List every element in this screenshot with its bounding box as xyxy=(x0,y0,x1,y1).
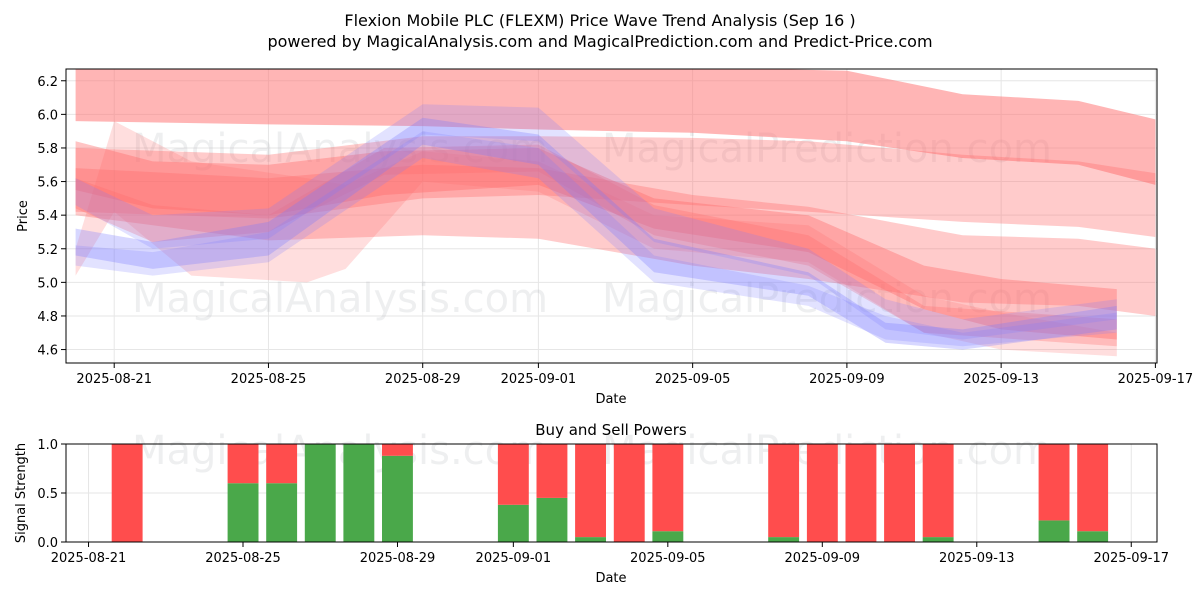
price-x-ticks: 2025-08-21 2025-08-25 2025-08-29 2025-09-01… xyxy=(76,363,1193,387)
watermark-analysis-top: MagicalAnalysis.com xyxy=(132,126,548,172)
signal-x-tick-label: 2025-08-21 xyxy=(51,551,127,566)
buy-bar-2025-09-02 xyxy=(536,497,568,542)
price-x-tick-label: 2025-08-21 xyxy=(76,372,152,387)
signal-panel: Buy and Sell Powers MagicalAnalysis.com … xyxy=(14,421,1169,586)
red-wave-band-5 xyxy=(75,144,1117,347)
sell-bar-2025-09-12 xyxy=(922,444,954,538)
buy-bar-2025-09-01 xyxy=(497,504,529,542)
sell-bar-2025-09-09 xyxy=(806,444,838,542)
sell-bar-2025-09-03 xyxy=(575,444,606,538)
signal-y-tick-label: 1.0 xyxy=(37,438,58,453)
buy-bar-2025-09-15 xyxy=(1038,520,1070,542)
sell-bar-2025-09-16 xyxy=(1077,444,1109,532)
signal-x-tick-label: 2025-09-09 xyxy=(785,551,861,566)
buy-bar-2025-09-05 xyxy=(652,531,684,542)
price-watermarks: MagicalAnalysis.com MagicalPrediction.co… xyxy=(132,126,1052,322)
price-x-axis-label: Date xyxy=(595,392,626,407)
sell-bar-2025-09-04 xyxy=(613,444,645,542)
price-y-tick-label: 5.6 xyxy=(37,176,58,191)
price-x-tick-label: 2025-09-05 xyxy=(655,372,731,387)
buy-bar-2025-09-16 xyxy=(1077,531,1109,542)
price-axes-frame xyxy=(65,68,1158,364)
sell-bar-2025-08-26 xyxy=(266,444,298,484)
buy-bar-2025-08-29 xyxy=(382,455,413,542)
chart-subtitle: powered by MagicalAnalysis.com and Magic… xyxy=(267,32,932,51)
buy-bar-2025-08-26 xyxy=(266,483,298,542)
price-y-tick-label: 5.2 xyxy=(37,243,58,258)
red-wave-band-0 xyxy=(75,69,1156,185)
signal-title: Buy and Sell Powers xyxy=(535,421,687,439)
sell-bar-2025-08-22 xyxy=(111,444,143,542)
price-y-tick-label: 4.6 xyxy=(37,344,58,359)
signal-x-ticks: 2025-08-21 2025-08-25 2025-08-29 2025-09-01… xyxy=(51,542,1169,566)
red-wave-band-3 xyxy=(75,141,1117,340)
buy-bar-2025-09-12 xyxy=(922,537,954,542)
price-y-tick-label: 6.0 xyxy=(37,108,58,123)
signal-bars xyxy=(111,444,1109,542)
price-y-tick-label: 4.8 xyxy=(37,310,58,325)
buy-bar-2025-08-25 xyxy=(227,483,259,542)
signal-y-tick-label: 0.5 xyxy=(37,487,58,502)
price-x-tick-label: 2025-09-13 xyxy=(963,372,1039,387)
buy-bar-2025-09-03 xyxy=(575,537,606,542)
watermark-analysis-mid: MagicalAnalysis.com xyxy=(132,276,548,322)
signal-y-tick-label: 0.0 xyxy=(37,536,58,551)
price-x-tick-label: 2025-09-17 xyxy=(1118,372,1194,387)
sell-bar-2025-09-02 xyxy=(536,444,568,498)
blue-wave-band-7 xyxy=(75,104,1117,340)
signal-x-tick-label: 2025-09-05 xyxy=(630,551,706,566)
price-x-tick-label: 2025-08-29 xyxy=(385,372,461,387)
sell-bar-2025-09-11 xyxy=(884,444,915,542)
buy-bar-2025-09-08 xyxy=(768,537,800,542)
signal-x-tick-label: 2025-09-17 xyxy=(1093,551,1169,566)
sell-bar-2025-09-01 xyxy=(497,444,529,505)
red-wave-band-2 xyxy=(75,164,1156,316)
buy-bar-2025-08-28 xyxy=(343,444,375,542)
signal-y-ticks: 0.0 0.5 1.0 xyxy=(37,438,66,551)
chart-title: Flexion Mobile PLC (FLEXM) Price Wave Tr… xyxy=(344,11,855,30)
red-wave-band-1 xyxy=(75,136,1156,237)
price-y-tick-label: 5.4 xyxy=(37,209,58,224)
signal-x-axis-label: Date xyxy=(595,571,626,586)
sell-bar-2025-08-29 xyxy=(382,444,413,456)
signal-x-tick-label: 2025-09-01 xyxy=(476,551,552,566)
sell-bar-2025-08-25 xyxy=(227,444,259,484)
price-y-axis-label: Price xyxy=(16,200,31,232)
price-y-tick-label: 6.2 xyxy=(37,75,58,90)
price-y-ticks: 4.6 4.8 5.0 5.2 5.4 5.6 5.8 6.0 6.2 xyxy=(37,75,66,359)
price-y-tick-label: 5.0 xyxy=(37,276,58,291)
price-panel: MagicalAnalysis.com MagicalPrediction.co… xyxy=(16,68,1193,407)
price-y-tick-label: 5.8 xyxy=(37,142,58,157)
red-wave-band-4 xyxy=(75,121,1117,357)
sell-bar-2025-09-10 xyxy=(845,444,877,542)
signal-y-axis-label: Signal Strength xyxy=(14,443,29,543)
watermark-prediction-mid: MagicalPrediction.com xyxy=(602,276,1052,322)
price-x-tick-label: 2025-09-01 xyxy=(501,372,577,387)
sell-bar-2025-09-05 xyxy=(652,444,684,532)
price-x-tick-label: 2025-08-25 xyxy=(231,372,307,387)
signal-x-tick-label: 2025-08-25 xyxy=(205,551,281,566)
blue-wave-band-6 xyxy=(75,117,1117,350)
price-bands xyxy=(75,69,1156,357)
signal-x-tick-label: 2025-09-13 xyxy=(939,551,1015,566)
buy-bar-2025-08-27 xyxy=(304,444,336,542)
sell-bar-2025-09-08 xyxy=(768,444,800,538)
price-x-tick-label: 2025-09-09 xyxy=(809,372,885,387)
watermark-analysis-bottom: MagicalAnalysis.com xyxy=(132,428,548,474)
signal-x-tick-label: 2025-08-29 xyxy=(360,551,436,566)
blue-wave-band-8 xyxy=(75,131,1117,347)
sell-bar-2025-09-15 xyxy=(1038,444,1070,521)
